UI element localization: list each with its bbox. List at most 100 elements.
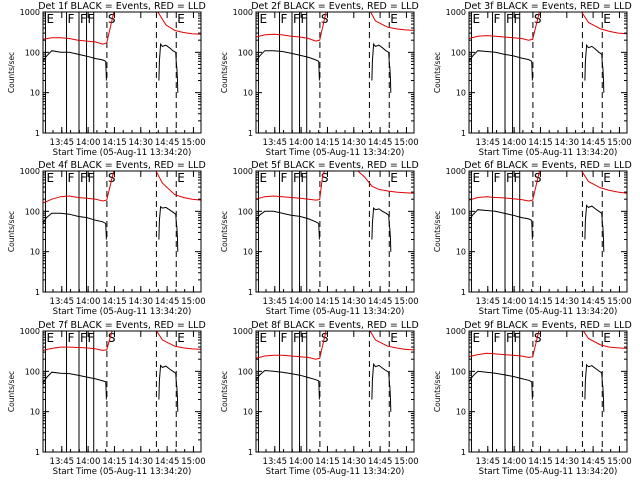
x-tick-label: 13:45 xyxy=(263,138,288,148)
series-lld-line xyxy=(256,331,414,360)
x-tick-label: 15:00 xyxy=(607,457,632,467)
x-tick-label: 14:00 xyxy=(289,297,314,307)
x-tick-label: 14:30 xyxy=(129,297,154,307)
marker-label: F xyxy=(281,171,288,185)
y-tick-label: 1000 xyxy=(20,8,40,17)
series-events-line xyxy=(469,50,533,81)
x-tick-label: 14:45 xyxy=(155,297,180,307)
x-tick-label: 14:15 xyxy=(315,138,340,148)
x-tick-label: 14:15 xyxy=(528,457,553,467)
series-events-line xyxy=(371,42,392,93)
x-tick-label: 14:45 xyxy=(155,457,180,467)
y-tick-label: 1000 xyxy=(233,167,253,176)
marker-label: F xyxy=(494,331,501,345)
y-tick-label: 100 xyxy=(238,207,253,216)
series-events-line xyxy=(371,207,392,252)
x-tick-label: 14:30 xyxy=(555,297,580,307)
marker-label: F xyxy=(514,171,521,185)
marker-label: F xyxy=(293,331,300,345)
series-events-line xyxy=(256,210,320,240)
marker-label: E xyxy=(390,171,398,185)
series-events-line xyxy=(158,205,179,252)
x-tick-label: 14:45 xyxy=(155,138,180,148)
plot-frame xyxy=(468,11,628,134)
y-tick-label: 1000 xyxy=(446,167,466,176)
marker-label: E xyxy=(46,331,54,345)
x-axis-label: Start Time (05-Aug-11 13:34:20) xyxy=(53,148,192,158)
y-axis-label: Counts/sec xyxy=(433,52,442,93)
panel-title: Det 4f BLACK = Events, RED = LLD xyxy=(38,160,206,171)
series-events-line xyxy=(371,362,392,412)
panel-title: Det 9f BLACK = Events, RED = LLD xyxy=(464,320,632,331)
series-lld-line xyxy=(43,12,201,45)
panel-title: Det 5f BLACK = Events, RED = LLD xyxy=(251,160,419,171)
plot-frame xyxy=(42,11,202,134)
marker-label: E xyxy=(390,331,398,345)
marker-label: E xyxy=(46,12,54,26)
y-tick-label: 1 xyxy=(461,129,466,138)
marker-label: F xyxy=(68,331,75,345)
y-tick-label: 1 xyxy=(35,288,40,297)
x-tick-label: 15:00 xyxy=(394,138,419,148)
marker-label: S xyxy=(108,331,116,345)
y-tick-label: 10 xyxy=(30,408,40,417)
y-tick-label: 1000 xyxy=(233,327,253,336)
series-events-line xyxy=(43,50,107,81)
y-axis-label: Counts/sec xyxy=(7,211,16,252)
x-tick-label: 13:45 xyxy=(263,457,288,467)
x-tick-label: 15:00 xyxy=(181,457,206,467)
marker-label: S xyxy=(534,331,542,345)
marker-label: F xyxy=(301,331,308,345)
y-axis-label: Counts/sec xyxy=(220,52,229,93)
marker-label: F xyxy=(68,12,75,26)
marker-label: F xyxy=(494,12,501,26)
x-axis-label: Start Time (05-Aug-11 13:34:20) xyxy=(266,467,405,477)
marker-label: S xyxy=(321,171,329,185)
series-lld-line xyxy=(43,331,201,351)
plot-frame xyxy=(468,330,628,453)
y-tick-label: 1 xyxy=(461,288,466,297)
series-lld-line xyxy=(43,171,201,204)
y-tick-label: 1 xyxy=(248,288,253,297)
series-events-line xyxy=(256,50,320,81)
x-tick-label: 14:00 xyxy=(502,138,527,148)
y-axis-label: Counts/sec xyxy=(220,371,229,412)
marker-label: F xyxy=(80,171,87,185)
series-events-line xyxy=(584,204,605,252)
x-tick-label: 15:00 xyxy=(607,297,632,307)
marker-label: E xyxy=(177,171,185,185)
panel-title: Det 6f BLACK = Events, RED = LLD xyxy=(464,160,632,171)
y-tick-label: 10 xyxy=(456,248,466,257)
x-tick-label: 14:30 xyxy=(342,138,367,148)
y-axis-label: Counts/sec xyxy=(433,371,442,412)
plot-frame xyxy=(255,330,415,453)
marker-label: F xyxy=(301,12,308,26)
y-tick-label: 10 xyxy=(456,408,466,417)
panel-title: Det 8f BLACK = Events, RED = LLD xyxy=(251,320,419,331)
marker-label: E xyxy=(390,12,398,26)
x-tick-label: 14:15 xyxy=(315,457,340,467)
x-tick-label: 14:00 xyxy=(76,138,101,148)
x-tick-label: 14:15 xyxy=(102,297,127,307)
series-lld-line xyxy=(469,12,627,41)
x-tick-label: 14:30 xyxy=(555,457,580,467)
x-tick-label: 14:45 xyxy=(368,457,393,467)
y-tick-label: 1 xyxy=(35,448,40,457)
x-tick-label: 14:15 xyxy=(528,138,553,148)
panel-title: Det 2f BLACK = Events, RED = LLD xyxy=(251,1,419,12)
series-events-line xyxy=(584,43,605,93)
y-tick-label: 1 xyxy=(248,448,253,457)
x-tick-label: 14:00 xyxy=(76,457,101,467)
marker-label: E xyxy=(259,171,267,185)
x-axis-label: Start Time (05-Aug-11 13:34:20) xyxy=(266,307,405,317)
series-lld-line xyxy=(469,171,627,202)
marker-label: E xyxy=(472,171,480,185)
marker-label: F xyxy=(68,171,75,185)
series-lld-line xyxy=(256,171,414,201)
